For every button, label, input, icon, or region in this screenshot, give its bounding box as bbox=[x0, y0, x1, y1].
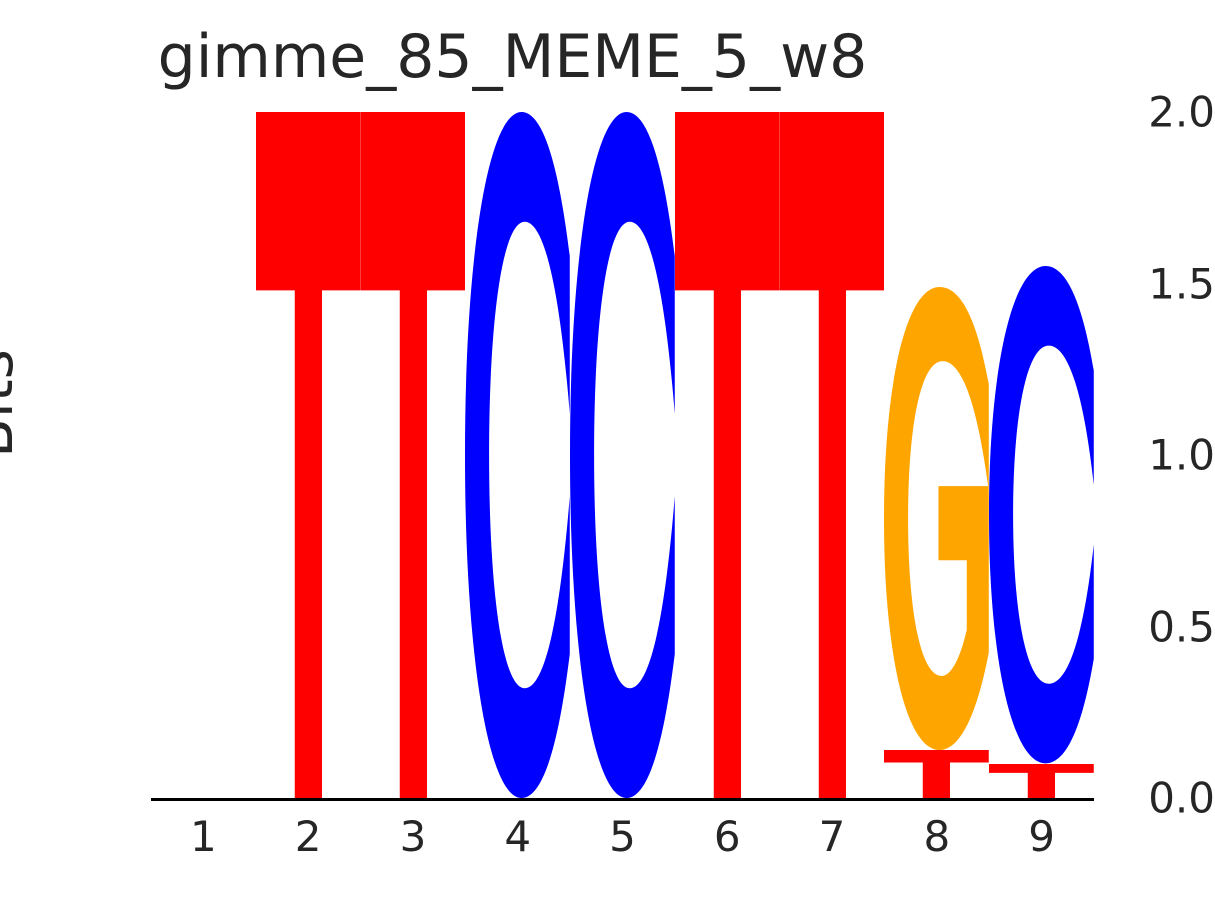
y-axis-label: Bits bbox=[0, 349, 26, 458]
y-tick-label: 2.0 bbox=[1148, 87, 1215, 137]
page-title: gimme_85_MEME_5_w8 bbox=[157, 22, 868, 92]
logo-letter-T bbox=[989, 763, 1094, 798]
logo-plot-area bbox=[151, 112, 1094, 798]
x-tick-label: 5 bbox=[609, 812, 636, 861]
x-tick-label: 9 bbox=[1028, 812, 1055, 861]
x-tick-label: 3 bbox=[399, 812, 427, 861]
x-axis-line bbox=[151, 798, 1094, 801]
x-tick-label: 2 bbox=[294, 812, 322, 861]
logo-letter-T bbox=[884, 749, 990, 798]
x-tick-label: 6 bbox=[713, 812, 741, 861]
logo-letter-G bbox=[884, 286, 990, 750]
logo-letter-C bbox=[989, 266, 1094, 764]
y-tick-label: 1.5 bbox=[1148, 259, 1215, 308]
logo-letter-T bbox=[674, 112, 780, 798]
y-tick-label: 0.5 bbox=[1148, 602, 1215, 651]
x-tick-label: 7 bbox=[818, 812, 846, 861]
logo-stack-position-5 bbox=[570, 112, 675, 798]
logo-letter-T bbox=[779, 112, 885, 798]
logo-stack-position-8 bbox=[884, 112, 990, 798]
logo-stack-position-4 bbox=[465, 112, 571, 798]
y-tick-label: 0.0 bbox=[1148, 773, 1215, 823]
logo-stack-position-3 bbox=[360, 112, 466, 798]
logo-stack-position-9 bbox=[989, 112, 1094, 798]
logo-stack-position-1 bbox=[151, 112, 256, 798]
logo-stack-position-2 bbox=[255, 112, 361, 798]
x-tick-label: 8 bbox=[923, 812, 951, 861]
logo-letter-T bbox=[255, 112, 361, 798]
logo-letter-C bbox=[570, 112, 675, 798]
x-tick-label: 1 bbox=[190, 812, 217, 861]
logo-letter-C bbox=[465, 112, 571, 798]
logo-stack-position-6 bbox=[674, 112, 780, 798]
y-tick-label: 1.0 bbox=[1148, 430, 1215, 480]
logo-stack-position-7 bbox=[779, 112, 885, 798]
x-tick-label: 4 bbox=[504, 812, 532, 861]
logo-letter-T bbox=[360, 112, 466, 798]
